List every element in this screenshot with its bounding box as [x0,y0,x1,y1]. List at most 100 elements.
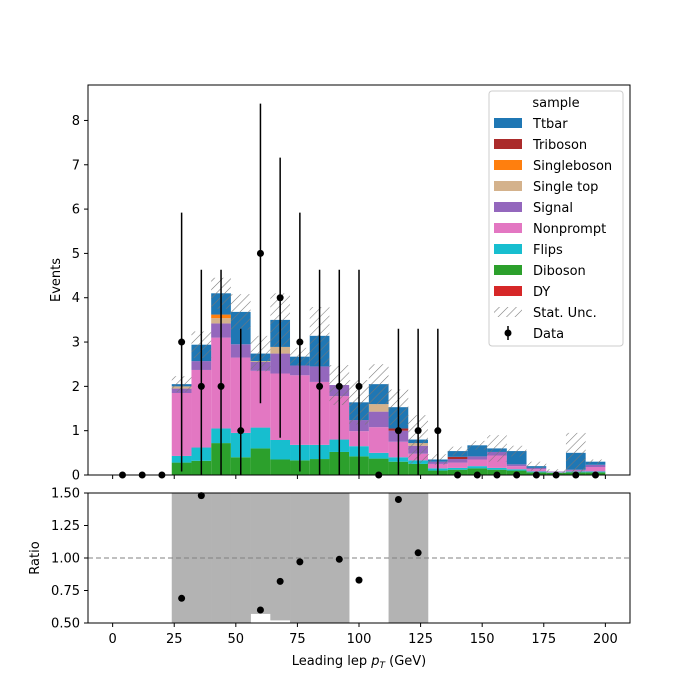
data-point-16 [434,427,442,435]
bar-signal-18 [467,456,488,460]
data-point-9 [296,338,304,346]
ratio-band-bin-10 [309,493,330,623]
main-ytick-label-7: 7 [72,158,80,173]
legend-swatch-flips [494,244,522,254]
ratio-xtick-label-1: 25 [166,632,183,647]
main-ytick-label-6: 6 [72,203,80,218]
legend-swatch-triboson [494,139,522,149]
legend-swatch-single-top [494,181,522,191]
bar-ttbar-18 [467,445,488,457]
ratio-y-axis-label: Ratio [28,541,43,574]
legend-label-singleboson: Singleboson [533,159,612,174]
ratio-xtick-label-4: 100 [347,632,372,647]
data-point-15 [414,427,422,435]
ratio-point-5 [335,555,343,563]
bar-signal-13 [368,411,389,428]
bar-diboson-8 [270,459,291,475]
main-ytick-label-8: 8 [72,114,80,129]
legend-label-nonprompt: Nonprompt [533,222,606,237]
legend-label-ttbar: Ttbar [532,117,568,132]
legend-swatch-singleboson [494,160,522,170]
stat-unc-bin-13 [368,364,389,405]
main-ytick-label-2: 2 [72,380,80,395]
ratio-xtick-label-5: 125 [408,632,433,647]
legend-items: Ttbar Triboson Singleboson Single top Signal… [494,117,612,342]
bar-nonprompt-24 [585,467,606,472]
bar-triboson-17 [447,456,468,460]
ratio-band-bin-5 [211,493,232,623]
ratio-point-3 [276,577,284,585]
bar-signal-20 [506,464,527,467]
legend-title: sample [532,96,579,111]
main-y-axis-label: Events [49,258,64,302]
main-x-ticks [112,475,606,479]
bar-nonprompt-18 [467,459,488,467]
legend-frame [488,90,624,347]
data-point-3 [178,338,186,346]
stat-unc-bin-18 [467,440,488,450]
bar-flips-20 [506,469,527,471]
ratio-band-bin-7 [250,493,271,614]
data-point-10 [316,382,324,390]
legend-swatch-ttbar [494,118,522,128]
stat-unc-bin-20 [506,445,527,457]
x-axis-label-prefix: Leading lep [292,654,371,669]
ratio-xtick-label-0: 0 [108,632,116,647]
main-ytick-label-0: 0 [72,469,80,484]
bar-flips-19 [487,467,507,470]
x-axis-label-sub: T [379,661,386,671]
bar-nonprompt-17 [447,462,468,468]
ratio-xtick-label-2: 50 [228,632,245,647]
legend-label-flips: Flips [533,243,563,258]
ratio-point-2 [256,606,264,614]
legend-label-signal: Signal [533,201,573,216]
data-point-6 [237,427,245,435]
ratio-band-bin-14 [388,493,409,623]
bar-single-top-13 [368,404,389,412]
ratio-point-7 [394,496,402,503]
x-axis-label-var: p [370,654,379,669]
ratio-panel: 0.50 0.75 1.00 1.25 1.50 0 25 50 75 100 125 150 175… [28,487,631,671]
ratio-xtick-label-3: 75 [289,632,306,647]
data-points [118,103,600,479]
ratio-ytick-label-2: 1.00 [51,552,80,567]
main-ytick-label-4: 4 [72,291,80,306]
main-ytick-label-5: 5 [72,247,80,262]
ratio-point-8 [414,549,422,557]
data-point-4 [197,382,205,390]
ratio-xtick-label-8: 200 [593,632,618,647]
ratio-points [178,492,422,614]
ratio-point-0 [178,594,186,602]
ratio-y-ticks: 0.50 0.75 1.00 1.25 1.50 [51,487,88,632]
data-point-7 [256,249,264,257]
bar-diboson-7 [250,448,271,475]
ratio-ytick-label-4: 1.50 [51,487,80,502]
stat-unc-bin-19 [487,435,507,462]
data-point-14 [394,427,402,435]
legend-swatch-nonprompt [494,223,522,233]
bar-signal-24 [585,464,606,468]
x-axis-label: Leading lep pT (GeV) [292,654,426,671]
ratio-point-1 [197,492,205,500]
legend-label-triboson: Triboson [532,138,587,153]
legend-label-stat-unc: Stat. Unc. [533,306,597,321]
legend-label-single-top: Single top [533,180,598,195]
bar-signal-17 [447,459,468,463]
legend-swatch-stat-unc [494,307,522,317]
stat-unc-bin-23 [565,432,586,473]
ratio-xtick-label-7: 175 [531,632,556,647]
stat-unc-bin-17 [447,446,468,456]
data-point-12 [355,382,363,390]
ratio-point-6 [355,576,363,584]
legend-swatch-signal [494,202,522,212]
x-axis-label-suffix: (GeV) [385,654,426,669]
bar-nonprompt-20 [506,466,527,470]
bar-flips-7 [250,427,271,449]
data-point-8 [276,294,284,302]
legend-swatch-data [504,329,512,337]
legend-swatch-diboson [494,265,522,275]
bar-nonprompt-13 [368,427,389,453]
ratio-x-ticks: 0 25 50 75 100 125 150 175 200 [108,623,618,647]
ratio-ytick-label-0: 0.50 [51,617,80,632]
